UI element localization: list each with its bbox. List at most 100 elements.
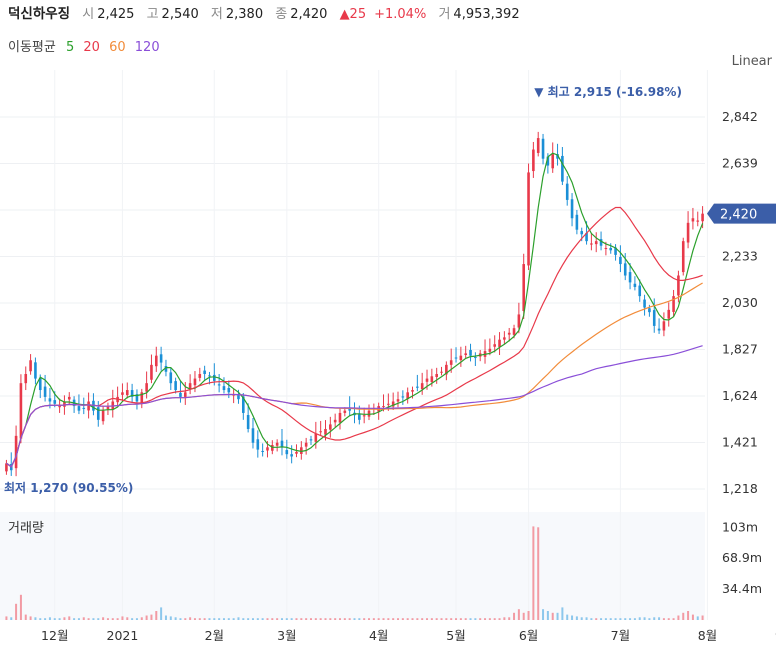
volume-bar [604,618,607,620]
volume-bar [145,615,148,620]
ma-20-label[interactable]: 20 [83,40,100,55]
candle-body [77,406,81,411]
candle-body [121,392,124,395]
candle-body [5,463,8,472]
volume-bar [305,618,308,620]
volume-bar [619,618,622,620]
candle-body [213,374,216,381]
candle-body [594,241,598,245]
volume-bar [319,618,322,620]
candle-body [329,424,332,430]
volume-bar [126,617,129,620]
stock-name: 덕신하우징 [8,6,71,22]
candle-body [198,374,202,378]
candle-body [551,154,555,169]
candle-body [203,370,206,375]
candle-body [614,247,617,255]
candle-body [29,360,32,372]
candle-body [87,401,90,411]
volume-bar [353,618,356,620]
volume-bar [290,618,293,620]
candle-body [82,407,86,409]
high-label: 고 [146,7,159,22]
scale-mode-toggle[interactable]: Linear [731,54,772,69]
candle-body [667,309,671,319]
candle-body [295,451,298,454]
ma-120-label[interactable]: 120 [134,40,160,55]
volume-panel-title: 거래량 [8,521,44,536]
candle-body [58,406,61,408]
volume-bar [551,612,554,620]
candle-body [125,390,129,396]
volume-bar [667,618,670,620]
volume-bar [648,618,651,620]
price-tick-label: 1,624 [722,388,758,403]
volume-bar [266,618,269,620]
price-tick-label: 2,842 [722,109,758,124]
volume-bar [150,614,153,620]
candle-body [561,155,564,182]
open-label: 시 [82,7,95,22]
candle-body [498,339,501,347]
candle-body [242,396,245,413]
volume-bar [155,611,158,620]
candle-body [34,362,37,379]
candle-body [179,392,182,397]
stock-header: 덕신하우징 시 2,425 고 2,540 저 2,380 종 2,420 ▲25 +1.… [8,4,528,24]
volume-bar [189,617,192,620]
volume-bar [455,618,458,620]
volume-bar [39,618,42,620]
candle-body [304,442,308,447]
volume-bar [638,617,641,620]
volume-bar [459,618,462,620]
price-tick-label: 2,639 [722,156,758,171]
candle-body [536,138,540,153]
volume-bar [338,618,341,620]
candle-body [604,248,608,250]
volume-bar [503,617,506,620]
close-label: 종 [275,7,288,22]
candle-body [681,241,685,273]
candle-body [193,378,197,386]
volume-bar [561,607,564,620]
candle-body [130,390,134,397]
volume-bar [300,618,303,620]
candle-body [541,138,545,159]
candle-body [469,349,472,356]
candle-body [623,263,627,276]
volume-bar [295,618,298,620]
open-value: 2,425 [97,7,135,22]
volume-value: 4,953,392 [453,7,520,22]
volume-bar [546,611,549,620]
candle-body [686,222,690,243]
volume-bar [324,618,327,620]
candle-body [348,407,351,411]
volume-bar [662,618,665,620]
ma-5-label[interactable]: 5 [65,40,75,55]
candle-body [309,439,313,441]
candle-body [416,386,419,388]
volume-bar [493,618,496,620]
volume-bar [169,616,172,620]
volume-bar [87,618,90,620]
ma-60-label[interactable]: 60 [109,40,126,55]
candle-body [367,410,371,417]
ma-120-line [6,345,703,468]
volume-bar [102,617,105,620]
volume-tick-label: 34.4m [722,581,762,596]
volume-bar [595,618,598,620]
volume-bar [116,618,119,620]
moving-average-legend[interactable]: 이동평균 5 20 60 120 [8,36,165,55]
candle-body [464,353,467,355]
volume-bar [537,527,540,620]
candle-body [174,381,177,391]
volume-bar [198,618,201,620]
volume-bar [334,618,337,620]
volume-bar [29,616,32,620]
candle-body [517,314,521,328]
volume-panel-bg [0,512,705,620]
volume-bar [672,618,675,620]
candle-body [507,332,511,335]
candle-body [425,378,429,382]
